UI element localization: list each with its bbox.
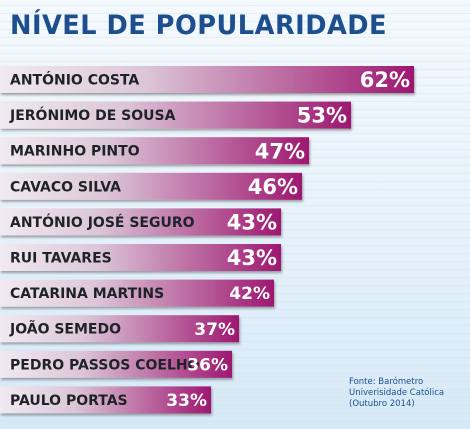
bar-category-label: ANTÓNIO JOSÉ SEGURO — [10, 213, 195, 231]
bar-value-label: 42% — [229, 284, 270, 304]
bar-group: ANTÓNIO JOSÉ SEGURO 43% — [0, 208, 281, 236]
bar-value-label: 53% — [297, 104, 347, 128]
bar — [0, 279, 274, 307]
bar-category-label: MARINHO PINTO — [10, 144, 140, 160]
source-line: Fonte: Barómetro — [349, 377, 424, 387]
bar-category-label: JOÃO SEMEDO — [9, 321, 121, 338]
bar-category-label: CATARINA MARTINS — [10, 286, 164, 302]
bar-group: PAULO PORTAS 33% — [0, 386, 211, 414]
source-line: (Outubro 2014) — [349, 399, 415, 409]
bar-group: MARINHO PINTO 47% — [0, 137, 309, 165]
bar-group: CAVACO SILVA 46% — [0, 172, 302, 200]
bar-category-label: RUI TAVARES — [10, 251, 112, 267]
bar-value-label: 37% — [194, 320, 235, 340]
bar-group: JOÃO SEMEDO 37% — [0, 315, 239, 343]
bar — [0, 315, 239, 343]
chart-title: NÍVEL DE POPULARIDADE — [10, 10, 388, 41]
bar-category-label: PAULO PORTAS — [10, 393, 128, 409]
bar — [0, 101, 351, 129]
bar — [0, 350, 232, 378]
bar — [0, 172, 302, 200]
bar-value-label: 33% — [166, 391, 207, 411]
bar — [0, 137, 309, 165]
bar-value-label: 62% — [360, 68, 410, 92]
bar-group: CATARINA MARTINS 42% — [0, 279, 274, 307]
source-note: Fonte: Barómetro Univerisidade Católica … — [349, 377, 444, 410]
bar-group: JERÓNIMO DE SOUSA 53% — [0, 101, 351, 129]
bar-value-label: 36% — [187, 355, 228, 375]
bar-value-label: 46% — [248, 175, 298, 199]
bar — [0, 66, 414, 93]
source-line: Univerisidade Católica — [349, 388, 445, 398]
bar-category-label: CAVACO SILVA — [10, 179, 121, 195]
bar-category-label: ANTÓNIO COSTA — [10, 71, 139, 89]
bar — [0, 244, 281, 271]
bar-value-label: 43% — [227, 210, 277, 234]
bar-category-label: JERÓNIMO DE SOUSA — [9, 106, 176, 124]
bar-group: ANTÓNIO COSTA 62% — [0, 66, 414, 93]
bar-value-label: 43% — [227, 246, 277, 270]
bar — [0, 208, 281, 236]
bar-group: RUI TAVARES 43% — [0, 244, 281, 271]
bar-value-label: 47% — [255, 139, 305, 163]
bar — [0, 386, 211, 414]
bar-category-label: PEDRO PASSOS COELHO — [10, 357, 200, 373]
